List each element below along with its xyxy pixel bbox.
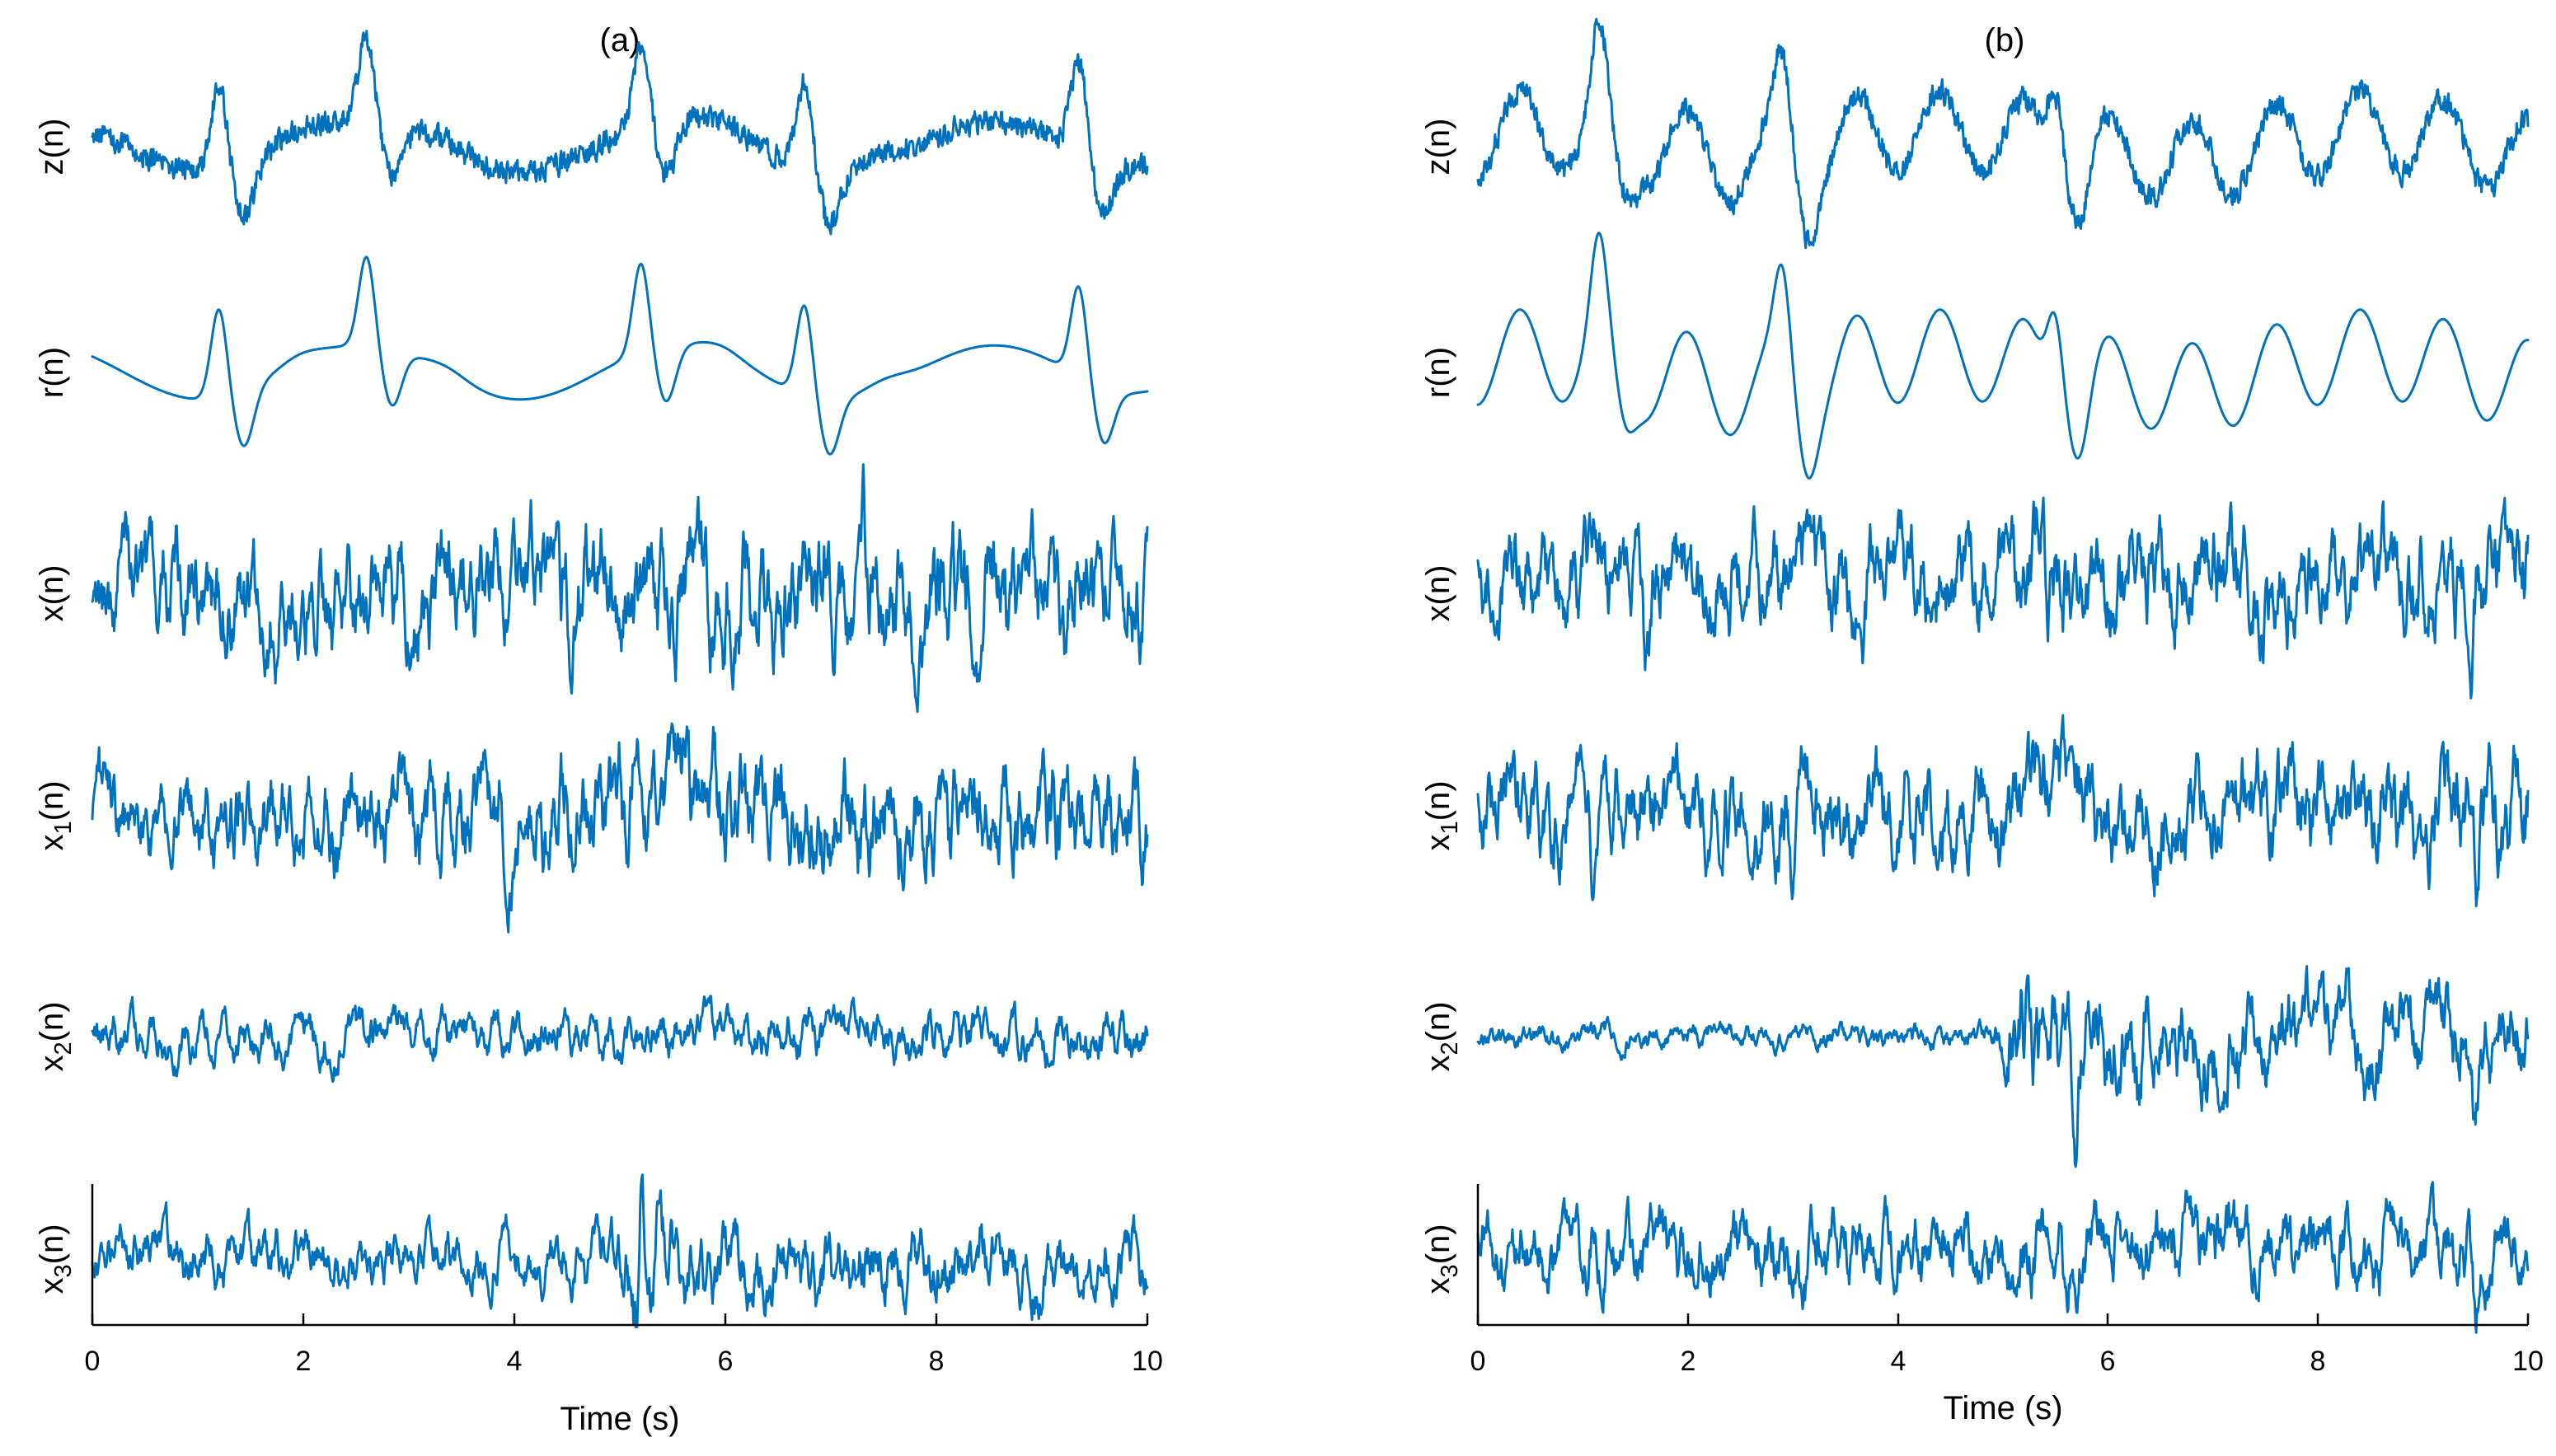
panel-a-trace-x1 [91, 722, 1149, 934]
panel-a-tick-label: 4 [507, 1346, 523, 1377]
panel-a-tick-label: 2 [296, 1346, 312, 1377]
panel-b-ylabel-x3: x3(n) [1420, 1224, 1463, 1294]
panel-a-ylabel-z: z(n) [34, 119, 70, 176]
panel-b-trace-x2 [1476, 965, 2530, 1168]
panel-a-trace-x [91, 463, 1149, 714]
panel-a-tick-labels: 0 2 4 6 8 10 [85, 1346, 1163, 1377]
panel-b-ylabel-r: r(n) [1420, 347, 1456, 398]
panel-b-tick-label: 10 [2512, 1346, 2544, 1377]
panel-b-ylabel-x: x(n) [1420, 565, 1456, 622]
panel-b-tick-label: 8 [2310, 1346, 2326, 1377]
panel-b-ylabel-z: z(n) [1420, 119, 1456, 176]
panel-b-trace-x [1476, 496, 2530, 700]
panel-b-trace-z [1476, 17, 2530, 250]
panel-a-ylabels: z(n) r(n) x(n) x1(n) x2(n) x3(n) [34, 119, 77, 1294]
panel-a-traces [91, 30, 1149, 1328]
panel-b-ylabels: z(n) r(n) x(n) x1(n) x2(n) x3(n) [1420, 119, 1463, 1294]
panel-b: (b) z(n) r(n) x(n) x1(n) x2(n) x3(n) [1420, 17, 2544, 1426]
panel-b-trace-r [1476, 232, 2530, 480]
panel-a-ylabel-x2: x2(n) [34, 1001, 77, 1071]
panel-b-ticks [1476, 1313, 2530, 1325]
panel-a-axes: 0 2 4 6 8 10 Time (s) [85, 1184, 1163, 1437]
panel-a-trace-x3 [91, 1173, 1149, 1328]
panel-a-ticks [91, 1313, 1149, 1325]
panel-b-traces [1476, 17, 2530, 1334]
panel-a-ylabel-x: x(n) [34, 565, 70, 622]
panel-b-ylabel-x2: x2(n) [1420, 1001, 1463, 1071]
panel-a-tick-label: 0 [85, 1346, 101, 1377]
panel-a-xlabel: Time (s) [560, 1401, 679, 1437]
panel-a-trace-z [91, 30, 1149, 236]
panel-b-tick-label: 6 [2100, 1346, 2116, 1377]
panel-b-trace-x1 [1476, 714, 2530, 908]
panel-b-tick-label: 0 [1470, 1346, 1486, 1377]
panel-a-trace-r [91, 255, 1149, 456]
panel-b-tick-labels: 0 2 4 6 8 10 [1470, 1346, 2544, 1377]
panel-a-ylabel-x3: x3(n) [34, 1224, 77, 1294]
panel-b-tick-label: 4 [1891, 1346, 1906, 1377]
panel-b-trace-x3 [1476, 1181, 2530, 1334]
panel-a: (a) z(n) r(n) x(n) x1(n) x2(n) x3(n) [34, 22, 1163, 1437]
panel-b-xlabel: Time (s) [1943, 1390, 2062, 1426]
panel-a-ylabel-r: r(n) [34, 347, 70, 398]
panel-a-trace-x2 [91, 995, 1149, 1084]
panel-a-ylabel-x1: x1(n) [34, 780, 77, 850]
panel-b-tick-label: 2 [1681, 1346, 1696, 1377]
panel-b-ylabel-x1: x1(n) [1420, 780, 1463, 850]
panel-a-tick-label: 10 [1132, 1346, 1163, 1377]
panel-b-title: (b) [1985, 22, 2025, 59]
panel-b-axes: 0 2 4 6 8 10 Time (s) [1470, 1184, 2544, 1426]
panel-a-tick-label: 8 [929, 1346, 945, 1377]
panel-a-tick-label: 6 [718, 1346, 734, 1377]
panel-a-title: (a) [600, 22, 640, 59]
